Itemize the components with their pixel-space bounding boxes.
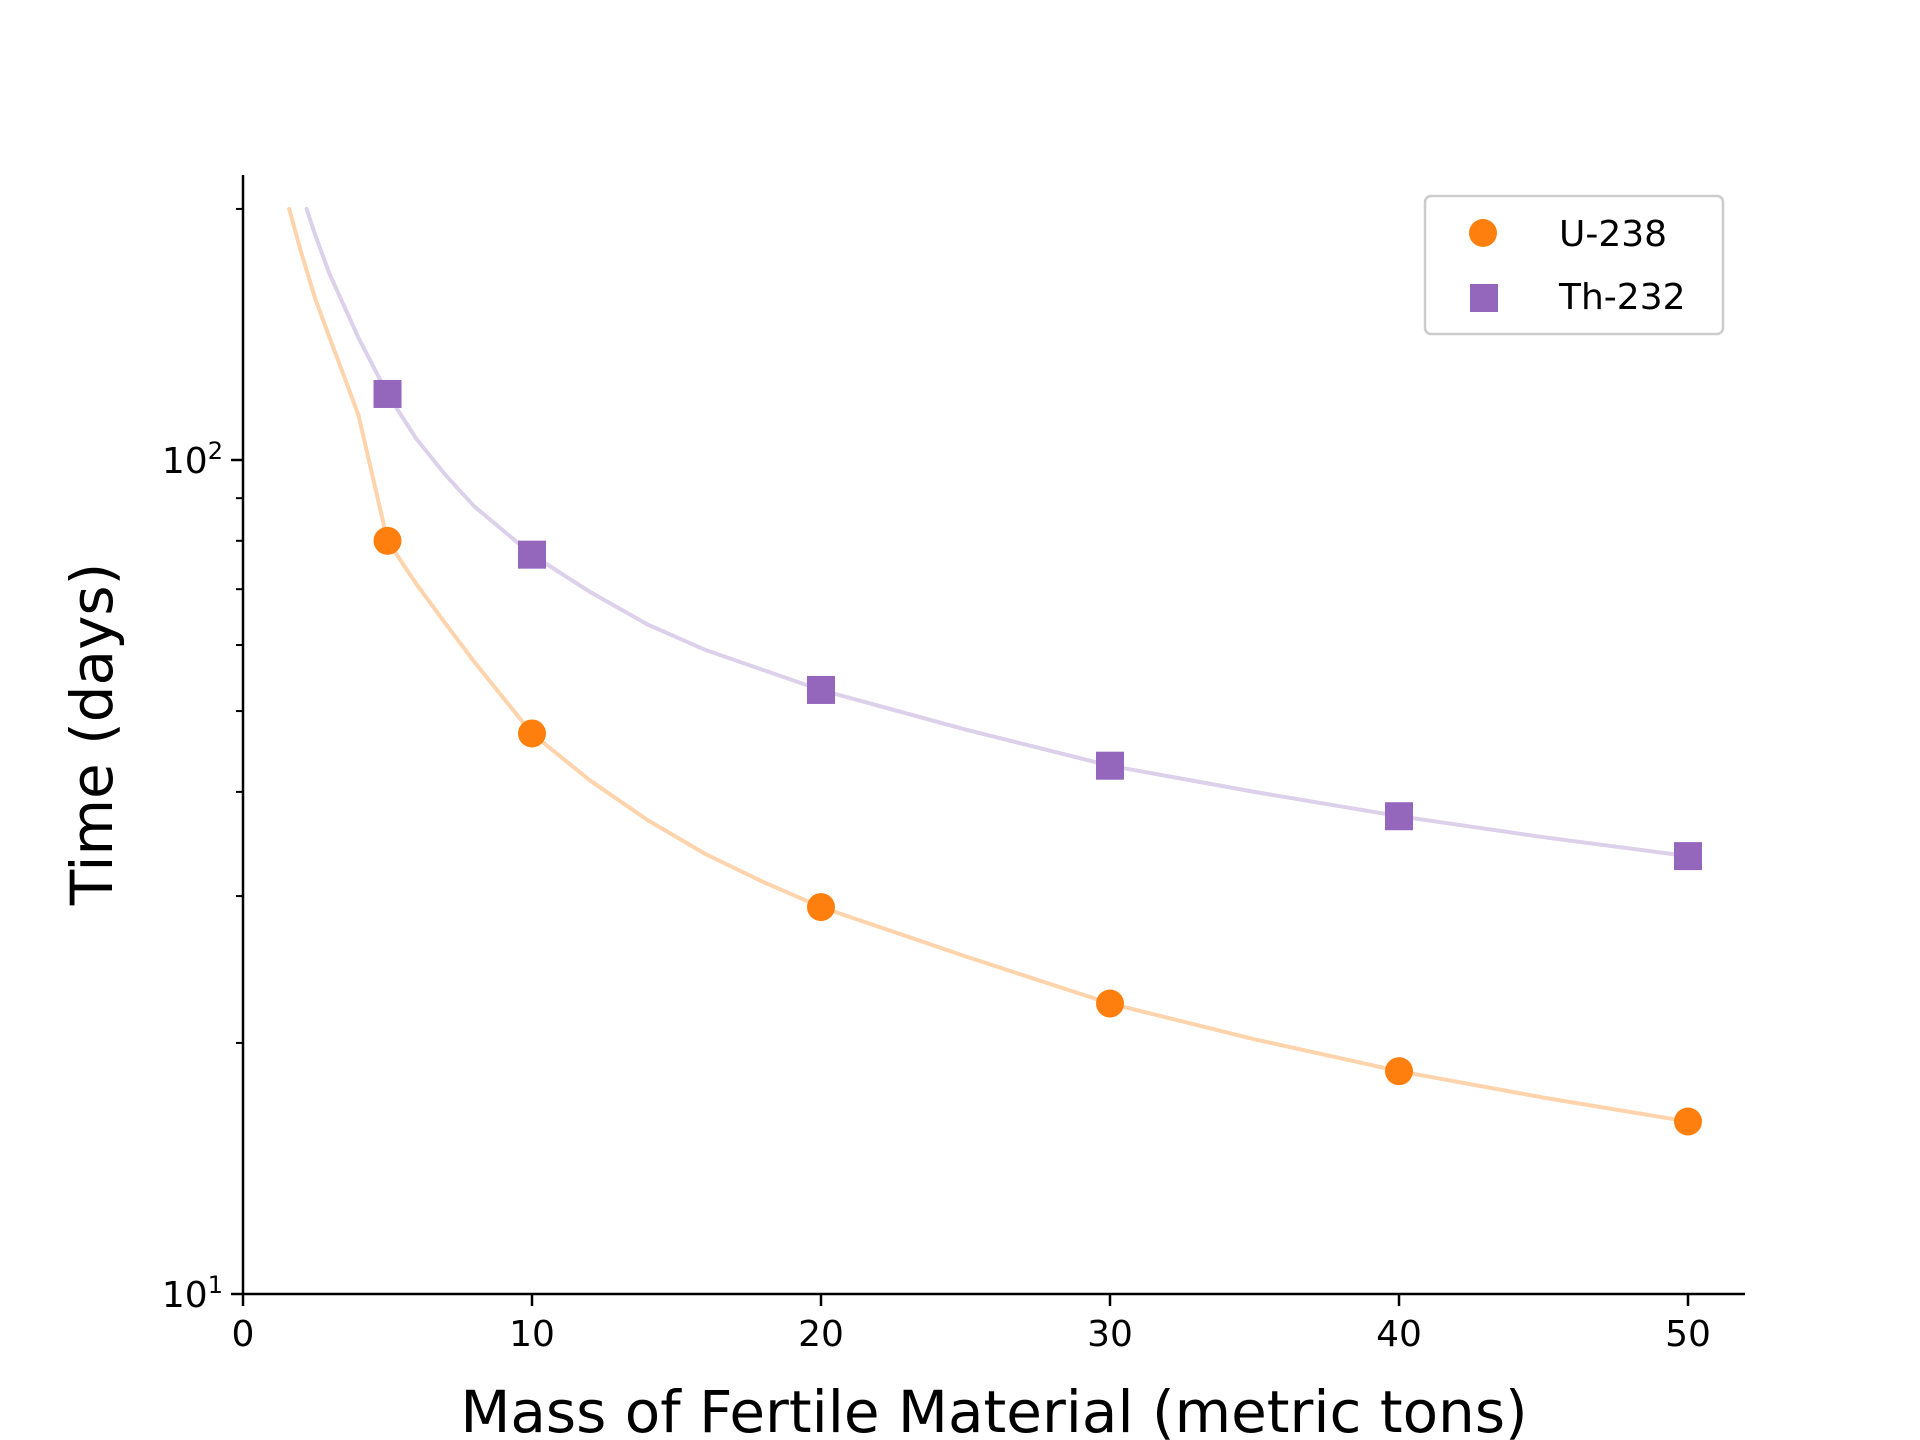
x-tick-label: 20 [798,1314,844,1355]
legend-marker-th232 [1470,284,1498,312]
x-tick-label: 30 [1087,1314,1133,1355]
x-tick-label: 40 [1376,1314,1422,1355]
data-point-u238 [1674,1107,1702,1136]
legend: U-238 Th-232 [1423,194,1725,336]
legend-label-u238: U-238 [1559,214,1667,255]
data-point-th232 [1385,802,1413,831]
data-point-u238 [373,526,402,555]
data-point-u238 [518,719,546,748]
data-point-th232 [1096,751,1124,780]
fit-curve-u238 [287,206,1690,1124]
fit-lines [287,206,1690,1124]
data-point-th232 [1674,842,1702,871]
y-tick-label: 102 [162,437,223,482]
data-point-th232 [373,379,402,408]
data-point-u238 [807,893,835,922]
legend-marker-u238 [1469,219,1497,247]
y-ticks: 101 102 [162,207,243,1316]
y-axis-title: Time (days) [58,563,126,907]
x-ticks: 0 10 20 30 40 50 [232,1294,1711,1355]
fit-curve-th232 [304,206,1690,859]
data-point-th232 [807,675,835,704]
x-tick-label: 50 [1665,1314,1711,1355]
legend-frame [1423,194,1725,336]
x-tick-label: 10 [509,1314,555,1355]
legend-label-th232: Th-232 [1558,277,1686,318]
plot-area [287,206,1702,1136]
data-point-u238 [1096,989,1124,1018]
data-point-u238 [1385,1057,1413,1086]
x-tick-label: 0 [232,1314,255,1355]
x-axis-title: Mass of Fertile Material (metric tons) [460,1378,1527,1440]
markers [373,379,1702,1136]
data-point-th232 [518,540,546,569]
y-tick-label: 101 [162,1271,223,1316]
